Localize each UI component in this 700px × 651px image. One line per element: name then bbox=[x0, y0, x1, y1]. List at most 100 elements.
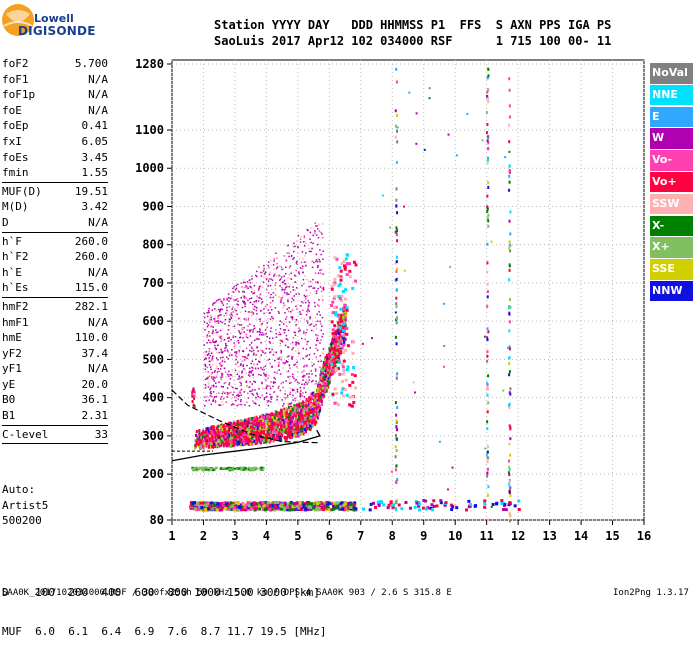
echo-dot bbox=[331, 285, 334, 288]
echo-dot bbox=[253, 427, 255, 430]
echo-dot bbox=[322, 237, 324, 239]
echo-dot bbox=[256, 347, 258, 349]
echo-dot bbox=[311, 248, 313, 250]
echo-dot bbox=[215, 368, 217, 370]
echo-dot bbox=[283, 362, 285, 364]
echo-dot bbox=[248, 372, 250, 374]
echo-dot bbox=[244, 291, 246, 293]
echo-dot bbox=[320, 399, 322, 402]
echo-dot bbox=[309, 324, 311, 326]
echo-dot bbox=[214, 445, 216, 448]
echo-dot bbox=[295, 325, 297, 327]
echo-dot bbox=[314, 353, 316, 355]
echo-dot bbox=[261, 298, 263, 300]
echo-dot bbox=[256, 271, 258, 273]
x-tick-label: 14 bbox=[574, 529, 588, 543]
echo-dot bbox=[256, 313, 258, 315]
echo-dot bbox=[254, 419, 256, 422]
echo-dot bbox=[295, 415, 297, 418]
echo-dot bbox=[396, 81, 398, 84]
echo-dot bbox=[268, 375, 270, 377]
echo-dot bbox=[222, 309, 224, 311]
echo-dot bbox=[312, 267, 314, 269]
echo-dot bbox=[233, 391, 235, 393]
echo-dot bbox=[284, 292, 286, 294]
echo-dot bbox=[239, 346, 241, 348]
echo-dot bbox=[225, 441, 227, 444]
echo-dot bbox=[300, 396, 302, 398]
echo-dot bbox=[251, 291, 253, 293]
echo-dot bbox=[287, 277, 289, 279]
echo-dot bbox=[318, 272, 320, 274]
echo-dot bbox=[508, 460, 510, 463]
echo-dot bbox=[317, 244, 319, 246]
echo-dot bbox=[315, 272, 317, 274]
echo-dot bbox=[491, 241, 493, 243]
echo-dot bbox=[216, 393, 218, 395]
echo-dot bbox=[279, 436, 281, 439]
echo-dot bbox=[231, 308, 233, 310]
echo-dot bbox=[248, 354, 250, 356]
echo-dot bbox=[331, 320, 334, 323]
echo-dot bbox=[508, 77, 510, 80]
echo-dot bbox=[251, 342, 253, 344]
echo-dot bbox=[237, 362, 239, 364]
echo-dot bbox=[509, 89, 511, 92]
echo-dot bbox=[202, 469, 205, 471]
echo-dot bbox=[280, 343, 282, 345]
echo-dot bbox=[254, 285, 256, 287]
echo-dot bbox=[280, 334, 282, 336]
echo-dot bbox=[487, 139, 489, 142]
echo-dot bbox=[209, 438, 211, 441]
echo-dot bbox=[308, 304, 310, 306]
echo-dot bbox=[348, 270, 351, 273]
echo-dot bbox=[318, 361, 320, 363]
echo-dot bbox=[349, 396, 352, 399]
echo-dot bbox=[278, 387, 280, 389]
echo-dot bbox=[273, 354, 275, 356]
echo-dot bbox=[258, 438, 260, 441]
echo-dot bbox=[290, 265, 292, 267]
echo-dot bbox=[231, 469, 234, 471]
echo-dot bbox=[286, 294, 288, 296]
echo-dot bbox=[237, 391, 239, 393]
echo-dot bbox=[342, 365, 345, 368]
echo-dot bbox=[319, 342, 321, 344]
echo-dot bbox=[337, 329, 339, 332]
echo-dot bbox=[333, 278, 336, 281]
echo-dot bbox=[211, 404, 213, 406]
echo-dot bbox=[291, 278, 293, 280]
echo-dot bbox=[274, 423, 276, 426]
echo-dot bbox=[244, 506, 247, 509]
echo-dot bbox=[294, 275, 296, 277]
echo-dot bbox=[290, 273, 292, 275]
echo-dot bbox=[213, 386, 215, 388]
echo-dot bbox=[258, 361, 260, 363]
echo-dot bbox=[292, 347, 294, 349]
echo-dot bbox=[307, 309, 309, 311]
echo-dot bbox=[310, 401, 312, 403]
echo-dot bbox=[295, 343, 297, 345]
echo-dot bbox=[298, 327, 300, 329]
x-tick-label: 10 bbox=[448, 529, 462, 543]
echo-dot bbox=[228, 300, 230, 302]
echo-dot bbox=[310, 406, 312, 409]
echo-dot bbox=[341, 320, 343, 323]
echo-dot bbox=[208, 371, 210, 373]
echo-dot bbox=[216, 396, 218, 398]
echo-dot bbox=[309, 354, 311, 356]
echo-dot bbox=[253, 350, 255, 352]
echo-dot bbox=[214, 377, 216, 379]
echo-dot bbox=[306, 279, 308, 281]
echo-dot bbox=[295, 293, 297, 295]
echo-dot bbox=[240, 394, 242, 396]
echo-dot bbox=[247, 393, 249, 395]
echo-dot bbox=[209, 375, 211, 377]
echo-dot bbox=[314, 403, 316, 406]
echo-dot bbox=[314, 423, 316, 426]
echo-dot bbox=[266, 289, 268, 291]
echo-dot bbox=[333, 324, 336, 327]
echo-dot bbox=[306, 348, 308, 350]
echo-dot bbox=[265, 427, 267, 430]
echo-dot bbox=[287, 339, 289, 341]
